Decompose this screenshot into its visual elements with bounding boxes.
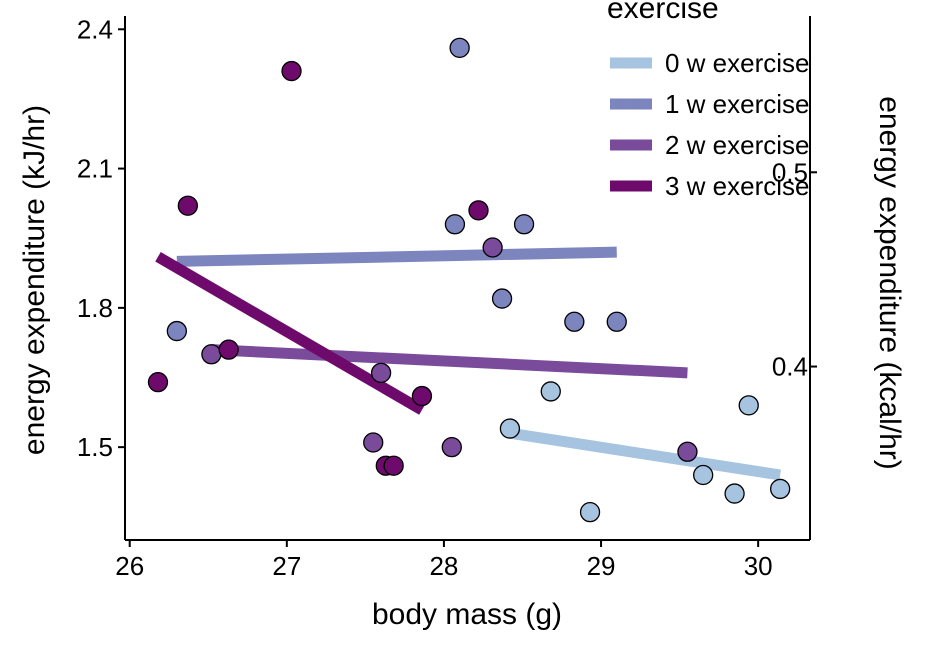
x-tick-label: 28 xyxy=(429,551,458,581)
y2-tick-label: 0.4 xyxy=(772,352,808,382)
data-point-s3-6 xyxy=(411,385,433,407)
legend-label-3: 3 w exercise xyxy=(665,171,810,201)
y-tick-label: 2.1 xyxy=(77,154,113,184)
regression-lines xyxy=(155,246,781,481)
legend: exercise 0 w exercise 1 w exercise 2 w exe… xyxy=(607,0,810,201)
y-tick-label: 2.4 xyxy=(77,14,113,44)
axes: 1.5 1.8 2.1 2.4 26 27 28 29 30 0.4 0.5 xyxy=(77,14,817,581)
data-point-s0-1 xyxy=(540,381,561,402)
data-points xyxy=(147,37,791,523)
legend-label-1: 1 w exercise xyxy=(665,89,810,119)
y-axis-title: energy expenditure (kJ/hr) xyxy=(18,105,51,455)
data-point-s0-0 xyxy=(499,418,521,439)
data-point-s1-0 xyxy=(166,320,187,342)
legend-label-2: 2 w exercise xyxy=(665,130,810,160)
y2-tick-label: 0.5 xyxy=(772,157,808,187)
data-point-s1-3 xyxy=(491,288,513,309)
fit-line-2 xyxy=(211,344,688,379)
x-tick-label: 26 xyxy=(115,551,144,581)
fit-line-1 xyxy=(176,246,617,267)
data-point-s2-1 xyxy=(363,432,384,453)
data-point-s0-2 xyxy=(579,501,601,523)
data-point-s2-3 xyxy=(441,436,462,458)
data-point-s3-2 xyxy=(218,339,239,360)
x-tick-label: 30 xyxy=(744,551,773,581)
x-axis-title: body mass (g) xyxy=(372,598,562,631)
data-point-s0-6 xyxy=(769,478,791,500)
data-point-s2-0 xyxy=(201,344,222,365)
data-point-s3-0 xyxy=(147,371,169,393)
data-point-s3-7 xyxy=(468,200,489,221)
legend-title: exercise xyxy=(607,0,719,25)
data-point-s0-5 xyxy=(738,395,759,416)
x-tick-label: 29 xyxy=(587,551,616,581)
data-point-s3-3 xyxy=(281,60,302,82)
data-point-s2-2 xyxy=(370,362,392,384)
data-point-s2-5 xyxy=(677,441,698,462)
secondary-y-axis-title: energy expenditure (kcal/hr) xyxy=(873,96,906,470)
data-point-s1-2 xyxy=(449,37,470,59)
data-point-s3-5 xyxy=(383,455,404,476)
legend-label-0: 0 w exercise xyxy=(665,48,810,78)
fit-line-3 xyxy=(155,252,425,415)
fit-line-0 xyxy=(509,427,781,481)
data-point-s0-4 xyxy=(724,483,745,504)
data-point-s2-4 xyxy=(482,237,503,258)
data-point-s0-3 xyxy=(693,464,714,486)
data-point-s1-6 xyxy=(606,311,627,332)
data-point-s3-1 xyxy=(177,195,198,216)
data-point-s1-5 xyxy=(564,311,585,332)
x-tick-label: 27 xyxy=(272,551,301,581)
data-point-s1-1 xyxy=(444,214,466,235)
data-point-s1-4 xyxy=(513,214,535,235)
y-tick-label: 1.8 xyxy=(77,293,113,323)
y-tick-label: 1.5 xyxy=(77,432,113,462)
